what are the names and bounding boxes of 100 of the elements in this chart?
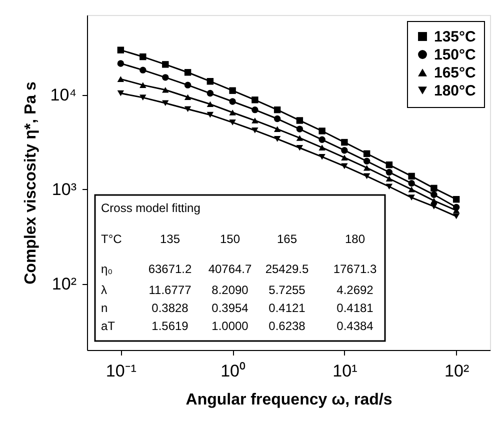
point [408, 194, 415, 200]
point [274, 136, 281, 142]
point [296, 144, 304, 151]
annotation: 0.4121 [268, 301, 306, 315]
point [184, 94, 192, 100]
annotation: T°C [101, 232, 122, 246]
point [252, 96, 258, 104]
annotation: 180 [344, 232, 366, 246]
point [386, 176, 393, 182]
point [206, 90, 214, 97]
annotation: 0.4384 [336, 319, 374, 333]
point [386, 161, 393, 168]
annotation: 165 [276, 232, 298, 246]
point [252, 127, 258, 134]
y-tick-label: 10² [52, 274, 77, 294]
point [296, 117, 304, 124]
annotation: η₀ [101, 262, 113, 276]
x-tick-label: 10⁻¹ [106, 362, 137, 380]
annotation: 5.7255 [268, 283, 306, 297]
annotation: Cross model fitting [101, 201, 200, 215]
point [341, 146, 348, 154]
point [408, 180, 415, 187]
annotation: 63671.2 [148, 262, 192, 276]
point [140, 53, 146, 60]
point [140, 94, 146, 100]
point [341, 154, 348, 161]
point [117, 90, 124, 96]
annotation: 4.2692 [336, 283, 374, 297]
point [363, 150, 370, 157]
legend-label: 150°C [434, 46, 476, 64]
point [430, 191, 438, 198]
point [363, 158, 370, 165]
point [206, 112, 214, 118]
annotation: n [101, 301, 108, 315]
point [252, 118, 258, 124]
point [229, 110, 236, 116]
point [184, 106, 192, 112]
point [318, 154, 326, 160]
point [318, 136, 326, 143]
point [117, 46, 124, 54]
point [341, 138, 348, 146]
annotation: 0.6238 [268, 319, 306, 333]
point [140, 66, 146, 74]
annotation: aT [101, 319, 116, 333]
legend-label: 165°C [434, 64, 476, 82]
point [206, 101, 214, 108]
point [274, 126, 281, 132]
x-tick-label: 10² [444, 362, 470, 380]
point [430, 184, 438, 192]
point [341, 163, 348, 170]
point [274, 115, 281, 122]
legend-label: 135°C [434, 28, 476, 46]
point [162, 61, 169, 68]
point [430, 204, 438, 210]
point [229, 120, 236, 126]
annotation: 8.2090 [212, 283, 249, 297]
point [386, 184, 393, 190]
point [452, 196, 460, 203]
point [296, 135, 304, 141]
point [229, 98, 236, 105]
annotation: 0.3954 [212, 301, 249, 315]
point [363, 164, 370, 171]
x-tick-label: 10¹ [332, 362, 358, 380]
x-tick-label: 10⁰ [220, 362, 246, 380]
point [117, 76, 124, 82]
y-axis-title: Complex viscosity η*, Pa s [22, 82, 40, 284]
annotation: 1.5619 [152, 319, 189, 333]
point [229, 87, 236, 94]
point [184, 82, 192, 88]
point [296, 126, 304, 132]
annotation: 0.4181 [336, 301, 374, 315]
point [184, 69, 192, 76]
y-tick-label: 10³ [52, 180, 77, 199]
point [206, 78, 214, 85]
point [162, 100, 169, 106]
point [117, 60, 124, 67]
point [363, 173, 370, 180]
point [408, 186, 415, 192]
y-tick-label: 10⁴ [50, 85, 76, 104]
legend-label: 180°C [434, 82, 476, 100]
point [162, 74, 169, 81]
point [252, 106, 258, 114]
x-axis-title: Angular frequency ω, rad/s [186, 392, 392, 408]
annotation: 1.0000 [212, 319, 249, 333]
annotation: 0.3828 [152, 301, 189, 315]
point [386, 168, 393, 176]
annotation: 40764.7 [208, 262, 252, 276]
annotation: 25429.5 [265, 262, 310, 276]
annotation: 150 [220, 232, 240, 246]
annotation: λ [101, 283, 107, 297]
point [274, 106, 281, 114]
annotation: 17671.3 [333, 262, 378, 276]
annotation: 11.6777 [148, 283, 192, 297]
point [318, 128, 326, 134]
point [318, 144, 326, 150]
point [162, 86, 169, 93]
point [408, 172, 415, 180]
annotation: 135 [160, 232, 180, 246]
point [140, 82, 146, 88]
point [430, 198, 438, 204]
